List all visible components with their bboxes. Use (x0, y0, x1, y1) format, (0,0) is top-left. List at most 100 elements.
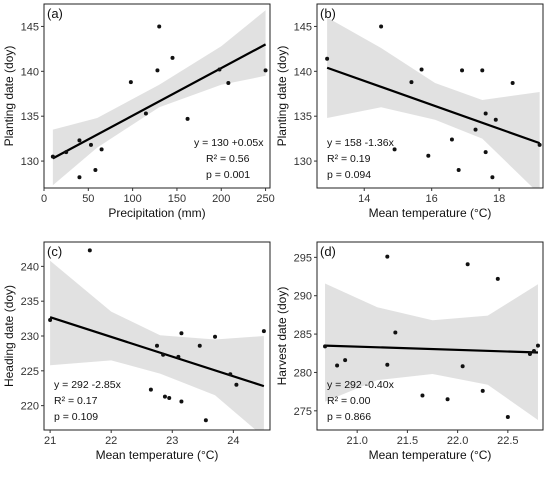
y-tick-label: 280 (294, 367, 312, 379)
chart-panel-3: 21 22 23 24 220 225 230 235 240 Mean temperature … (2, 241, 271, 462)
r-squared-label: R² = 0.00 (327, 395, 371, 407)
y-tick-label: 295 (294, 252, 312, 264)
data-point (48, 317, 53, 322)
data-point (179, 331, 184, 336)
panel-label: (a) (47, 6, 63, 21)
x-tick-label: 200 (212, 193, 230, 205)
y-tick-label: 240 (21, 261, 39, 273)
data-point (77, 138, 82, 143)
x-tick-label: 14 (358, 193, 370, 205)
regression-equation: y = 158 -1.36x (327, 137, 395, 149)
data-point (77, 175, 82, 180)
data-point (379, 24, 384, 29)
data-point (531, 348, 536, 353)
data-point (234, 382, 239, 387)
y-axis-title: Harvest date (doy) (275, 287, 289, 386)
data-point (161, 352, 166, 357)
data-point (495, 276, 500, 281)
x-tick-label: 21.5 (397, 435, 418, 447)
data-point (50, 154, 55, 159)
x-tick-label: 50 (82, 193, 94, 205)
data-point (185, 116, 190, 121)
data-point (460, 68, 465, 73)
panel-label: (d) (320, 244, 336, 259)
panel-label: (c) (47, 244, 62, 259)
y-axis-title: Planting date (doy) (275, 46, 289, 147)
x-tick-label: 100 (123, 193, 141, 205)
data-point (179, 399, 184, 404)
data-point (170, 55, 175, 60)
data-point (217, 67, 222, 72)
x-tick-label: 150 (168, 193, 186, 205)
regression-equation: y = 292 -2.85x (54, 379, 122, 391)
x-axis-title: Mean temperature (°C) (96, 448, 219, 462)
panel-border (316, 241, 544, 431)
confidence-band (52, 10, 266, 186)
y-tick-label: 230 (21, 331, 39, 343)
data-point (483, 111, 488, 116)
data-point (325, 56, 330, 61)
y-tick-label: 135 (21, 111, 39, 123)
data-point (535, 343, 540, 348)
confidence-band (327, 17, 540, 188)
data-point (445, 397, 450, 402)
y-tick-label: 225 (21, 366, 39, 378)
data-point (490, 175, 495, 180)
y-tick-label: 220 (21, 401, 39, 413)
panel-label: (b) (320, 6, 336, 21)
data-point (480, 388, 485, 393)
data-point (409, 80, 414, 85)
r-squared-label: R² = 0.17 (54, 395, 98, 407)
x-tick-label: 16 (426, 193, 438, 205)
data-point (87, 248, 92, 253)
data-point (213, 334, 218, 339)
data-point (263, 68, 268, 73)
y-tick-label: 275 (294, 406, 312, 418)
data-point (155, 68, 160, 73)
y-tick-label: 285 (294, 329, 312, 341)
r-squared-label: R² = 0.19 (327, 153, 371, 165)
chart-panel-1: 0 50 100 150 200 250 130 135 140 145 Precipitation… (2, 3, 275, 220)
data-point (460, 364, 465, 369)
y-tick-label: 130 (21, 156, 39, 168)
data-point (93, 168, 98, 173)
data-point (426, 153, 431, 158)
p-value-label: p = 0.094 (327, 169, 371, 181)
x-axis-title: Mean temperature (°C) (369, 448, 492, 462)
x-tick-label: 21 (44, 435, 56, 447)
x-axis-title: Mean temperature (°C) (369, 206, 492, 220)
y-tick-label: 235 (21, 296, 39, 308)
data-point (197, 343, 202, 348)
r-squared-label: R² = 0.56 (206, 153, 250, 165)
panel-border (316, 3, 544, 189)
data-point (419, 67, 424, 72)
y-axis-title: Heading date (doy) (2, 285, 16, 387)
data-point (493, 117, 498, 122)
x-tick-label: 22.0 (447, 435, 468, 447)
data-point (226, 80, 231, 85)
data-point (155, 343, 159, 348)
data-point (465, 262, 470, 267)
data-point (385, 254, 390, 259)
data-point (385, 362, 390, 367)
data-point (510, 80, 515, 85)
regression-line (324, 344, 539, 354)
regression-line (49, 316, 265, 388)
x-axis-title: Precipitation (mm) (108, 206, 205, 220)
data-point (456, 168, 461, 173)
y-tick-label: 135 (294, 111, 312, 123)
x-tick-label: 18 (493, 193, 505, 205)
p-value-label: p = 0.001 (206, 169, 250, 181)
data-point (343, 358, 348, 363)
x-tick-label: 22.5 (497, 435, 518, 447)
data-point (393, 330, 398, 335)
data-point (157, 24, 162, 29)
data-point (88, 142, 93, 147)
regression-equation: y = 130 +0.05x (194, 137, 264, 149)
data-point (203, 418, 208, 423)
data-point (527, 352, 532, 357)
panel-border (43, 3, 271, 189)
data-point (148, 387, 153, 392)
